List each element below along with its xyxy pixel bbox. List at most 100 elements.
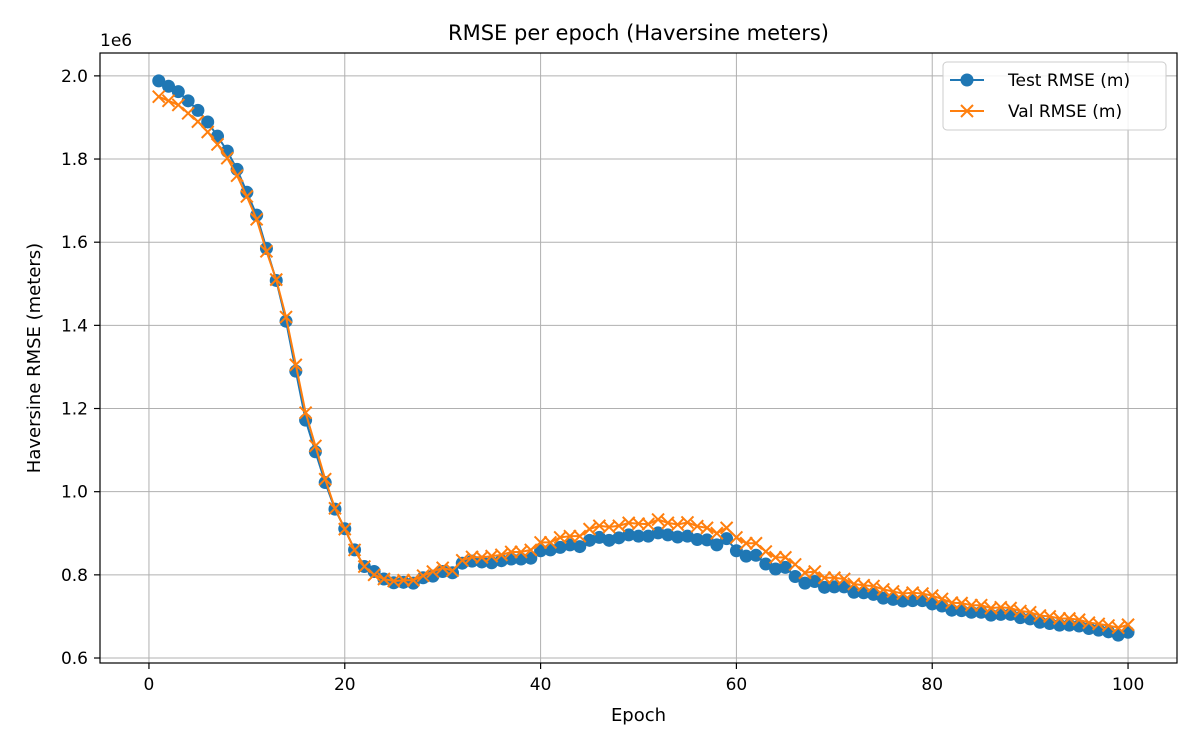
val-point: [396, 573, 411, 587]
test-point: [632, 529, 645, 543]
val-point: [935, 592, 949, 606]
val-point: [347, 543, 362, 557]
x-tick-label: 80: [921, 675, 943, 695]
val-point: [455, 553, 469, 568]
y-tick-label: 0.6: [61, 649, 88, 669]
legend-val-label: Val RMSE (m): [1008, 102, 1122, 122]
val-point: [739, 536, 753, 550]
val-point: [729, 530, 744, 545]
test-point: [749, 548, 763, 562]
val-point: [543, 535, 558, 550]
grid-layer: [100, 53, 1177, 663]
val-point: [1003, 601, 1018, 615]
test-point: [367, 565, 381, 579]
y-tick-label: 0.8: [61, 566, 88, 586]
val-point: [230, 168, 244, 183]
test-point: [778, 560, 792, 574]
val-point: [974, 598, 988, 612]
val-point: [240, 189, 254, 204]
chart-title: RMSE per epoch (Haversine meters): [448, 21, 829, 45]
val-point: [768, 550, 783, 565]
val-point: [445, 563, 460, 578]
test-point: [191, 103, 205, 117]
test-point: [524, 551, 538, 565]
val-series-line: [158, 95, 1129, 629]
val-point: [563, 529, 577, 543]
val-point: [200, 125, 215, 139]
val-point: [759, 544, 773, 559]
y-tick-label: 1.6: [61, 233, 88, 253]
x-tick-label: 20: [334, 675, 356, 695]
val-series: [152, 89, 1135, 635]
val-point: [269, 272, 283, 287]
val-point: [700, 521, 714, 535]
test-point: [573, 540, 587, 554]
test-point: [808, 575, 822, 589]
test-point: [534, 544, 548, 558]
legend-test-marker: [960, 73, 974, 87]
test-point: [162, 79, 176, 93]
test-point: [798, 576, 812, 590]
val-point: [171, 98, 186, 112]
test-point: [563, 538, 577, 552]
test-point: [720, 532, 734, 546]
x-tick-label: 60: [726, 675, 748, 695]
val-point: [504, 545, 518, 559]
y-tick-label: 1.8: [61, 150, 88, 170]
val-point: [279, 310, 293, 324]
val-point: [210, 137, 225, 152]
val-point: [249, 212, 264, 227]
val-point: [1023, 605, 1037, 619]
val-point: [1121, 618, 1135, 632]
test-point: [818, 580, 832, 594]
val-point: [416, 568, 430, 583]
val-point: [367, 568, 381, 582]
legend-val-marker: [960, 104, 974, 118]
y-tick-label: 1.4: [61, 316, 88, 336]
plot-frame: [99, 52, 1178, 664]
legend-box: [942, 61, 1167, 131]
val-point: [749, 536, 763, 550]
val-point: [651, 512, 665, 527]
val-point: [964, 598, 979, 612]
x-tick-label: 40: [530, 675, 552, 695]
val-point: [181, 106, 195, 121]
val-point: [808, 564, 822, 579]
test-point: [181, 94, 195, 108]
val-point: [1072, 613, 1086, 627]
test-point: [690, 533, 704, 547]
val-point: [1111, 620, 1125, 635]
val-point: [338, 522, 352, 536]
val-point: [298, 405, 313, 420]
test-point: [671, 530, 685, 544]
x-axis-label: Epoch: [611, 705, 666, 726]
test-point: [475, 555, 489, 569]
test-point: [622, 528, 636, 542]
val-point: [925, 588, 939, 603]
legend-test-label: Test RMSE (m): [1007, 71, 1130, 91]
val-point: [788, 557, 802, 572]
val-point: [435, 561, 450, 575]
val-point: [641, 517, 655, 531]
val-point: [308, 439, 323, 453]
test-point: [876, 591, 890, 605]
test-point: [201, 115, 215, 129]
legend: Test RMSE (m) Val RMSE (m): [942, 61, 1167, 131]
val-point: [426, 564, 440, 579]
test-point: [661, 528, 675, 542]
test-point: [700, 533, 714, 547]
y-tick-label: 1.2: [61, 400, 88, 420]
test-point: [739, 549, 753, 563]
test-point: [592, 530, 606, 544]
val-point: [494, 548, 509, 562]
val-point: [259, 244, 274, 259]
x-tick-label: 0: [144, 675, 155, 695]
val-point: [817, 571, 832, 585]
axes-layer: 0 20 40 60 80 100 0.6 0.8 1.0 1.2 1.4 1.6 1.8 2.0: [61, 52, 1178, 695]
y-axis-label: Haversine RMSE (meters): [24, 243, 45, 473]
test-point: [729, 544, 743, 558]
val-point: [328, 501, 342, 516]
val-point: [357, 559, 372, 574]
